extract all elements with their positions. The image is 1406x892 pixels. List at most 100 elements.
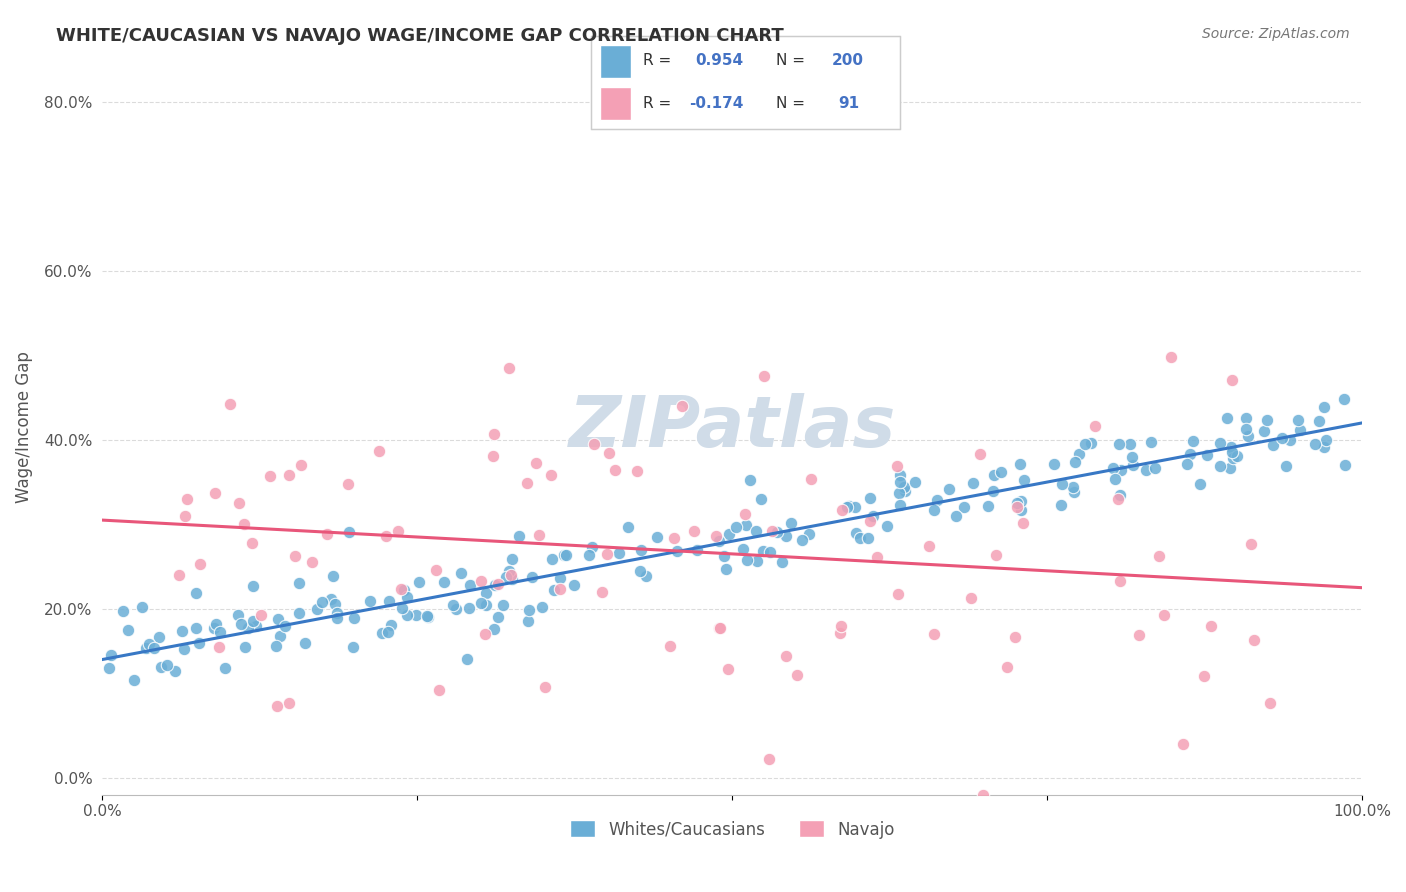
Point xyxy=(359,593,381,607)
Point xyxy=(790,533,813,547)
Text: R =: R = xyxy=(643,95,676,111)
Point xyxy=(893,480,915,494)
Point xyxy=(269,629,291,643)
Point xyxy=(1260,696,1282,710)
Point xyxy=(1010,503,1032,517)
Point xyxy=(290,458,312,473)
Point xyxy=(550,571,572,585)
Point xyxy=(962,475,984,490)
Point xyxy=(117,623,139,637)
Point xyxy=(922,626,945,640)
Point xyxy=(288,576,311,591)
Point xyxy=(284,549,307,563)
Point xyxy=(799,526,821,541)
Point xyxy=(188,635,211,649)
FancyBboxPatch shape xyxy=(600,87,631,120)
Point xyxy=(1333,392,1355,407)
Point xyxy=(752,544,775,558)
Point xyxy=(1067,447,1090,461)
Point xyxy=(519,603,541,617)
Point xyxy=(990,466,1012,480)
Text: N =: N = xyxy=(776,95,810,111)
Point xyxy=(734,508,756,522)
Point xyxy=(380,618,402,632)
Point xyxy=(830,618,852,632)
Point xyxy=(1004,630,1026,644)
Point xyxy=(1128,628,1150,642)
Point xyxy=(508,529,530,543)
Point xyxy=(226,607,249,622)
Point xyxy=(531,599,554,614)
Point xyxy=(1197,448,1219,462)
Point xyxy=(441,599,464,613)
Point xyxy=(605,463,627,477)
Point xyxy=(1263,438,1285,452)
Point xyxy=(717,527,740,541)
Point xyxy=(1234,411,1257,425)
Point xyxy=(326,611,349,625)
Point xyxy=(665,544,688,558)
Point xyxy=(1218,460,1240,475)
Point xyxy=(1005,496,1028,510)
Point xyxy=(1080,436,1102,450)
Point xyxy=(524,456,547,470)
Point xyxy=(889,498,911,512)
Legend: Whites/Caucasians, Navajo: Whites/Caucasians, Navajo xyxy=(564,814,901,846)
Point xyxy=(238,621,260,635)
Point xyxy=(1313,441,1336,455)
Y-axis label: Wage/Income Gap: Wage/Income Gap xyxy=(15,351,32,503)
Point xyxy=(245,619,267,633)
Point xyxy=(240,535,263,549)
Point xyxy=(264,639,287,653)
Point xyxy=(1243,633,1265,648)
Point xyxy=(460,577,482,591)
Point xyxy=(761,524,783,539)
Point xyxy=(474,627,496,641)
Point xyxy=(484,427,506,442)
Point xyxy=(550,582,572,597)
Point xyxy=(98,661,121,675)
Point xyxy=(368,443,391,458)
Point xyxy=(848,531,870,545)
Point xyxy=(450,566,472,581)
Point xyxy=(770,555,793,569)
Point xyxy=(474,585,496,599)
Point xyxy=(156,657,179,672)
Point xyxy=(1236,422,1258,436)
Point xyxy=(1049,498,1071,512)
Point xyxy=(1220,440,1243,454)
Point xyxy=(288,606,311,620)
Point xyxy=(780,516,803,530)
Point xyxy=(176,491,198,506)
Point xyxy=(184,621,207,635)
Point xyxy=(1147,549,1170,564)
Text: N =: N = xyxy=(776,54,810,69)
Point xyxy=(683,524,706,538)
Point xyxy=(758,544,780,558)
Point xyxy=(1043,458,1066,472)
Point xyxy=(578,548,600,562)
Point xyxy=(1073,437,1095,451)
Point xyxy=(112,604,135,618)
Point xyxy=(554,548,576,562)
Point xyxy=(498,361,520,376)
Point xyxy=(395,590,418,604)
Point xyxy=(311,594,333,608)
Point xyxy=(738,474,761,488)
Point xyxy=(219,396,242,410)
Point xyxy=(707,534,730,549)
Point xyxy=(396,607,419,622)
Point xyxy=(1109,488,1132,502)
Point xyxy=(876,518,898,533)
Point xyxy=(520,570,543,584)
Point xyxy=(374,528,396,542)
Point xyxy=(889,475,911,489)
Point xyxy=(1289,423,1312,437)
Point xyxy=(707,621,730,635)
Point xyxy=(470,574,492,588)
Point xyxy=(516,476,538,491)
Point xyxy=(516,614,538,628)
Point xyxy=(1209,436,1232,450)
Point xyxy=(737,552,759,566)
Point xyxy=(938,482,960,496)
